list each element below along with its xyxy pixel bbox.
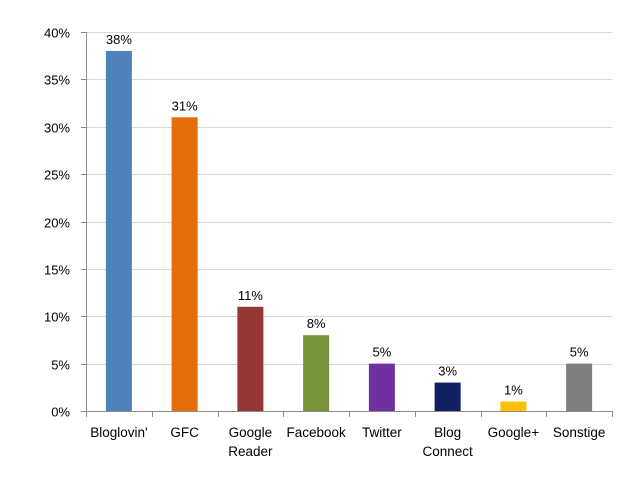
y-tick-label: 35% — [44, 73, 70, 88]
y-tick-label: 15% — [44, 263, 70, 278]
x-category-label: Facebook — [286, 425, 346, 440]
x-category-label: Bloglovin' — [90, 425, 147, 440]
bar — [171, 117, 198, 412]
data-label: 38% — [106, 32, 132, 47]
bar — [303, 335, 330, 411]
data-label: 5% — [570, 345, 589, 360]
gridlines — [86, 32, 612, 412]
x-category-label: Google+ — [488, 425, 540, 440]
x-category-label: Twitter — [362, 425, 402, 440]
x-category-label: Blog — [434, 425, 461, 440]
y-tick-label: 25% — [44, 168, 70, 183]
bar — [368, 363, 395, 411]
data-label: 5% — [372, 345, 391, 360]
x-category-label: GFC — [170, 425, 199, 440]
y-tick-label: 0% — [51, 405, 70, 420]
y-tick-label: 5% — [51, 358, 70, 373]
x-category-label: Sonstige — [553, 425, 606, 440]
x-axis: Bloglovin' GFC Google Reader Facebook Twitter… — [86, 411, 613, 459]
data-label: 31% — [172, 98, 198, 113]
x-category-label: Google — [229, 425, 273, 440]
bars — [105, 50, 593, 412]
y-axis: 0% 5% 10% 15% 20% 25% 30% 35% 40% — [44, 26, 87, 420]
y-tick-label: 10% — [44, 310, 70, 325]
x-category-label: Reader — [228, 444, 273, 459]
data-label: 11% — [238, 288, 263, 303]
y-tick-label: 20% — [44, 216, 70, 231]
bar — [566, 363, 593, 411]
y-tick-label: 40% — [44, 26, 70, 41]
data-labels: 38% 31% 11% 8% 5% 3% 1% 5% — [106, 32, 589, 398]
data-label: 1% — [504, 383, 523, 398]
bar — [105, 50, 132, 411]
y-tick-label: 30% — [44, 121, 70, 136]
bar — [500, 401, 527, 411]
bar — [237, 306, 264, 411]
x-category-label: Connect — [422, 444, 473, 459]
data-label: 3% — [438, 364, 457, 379]
data-label: 8% — [307, 316, 326, 331]
bar — [434, 382, 461, 411]
